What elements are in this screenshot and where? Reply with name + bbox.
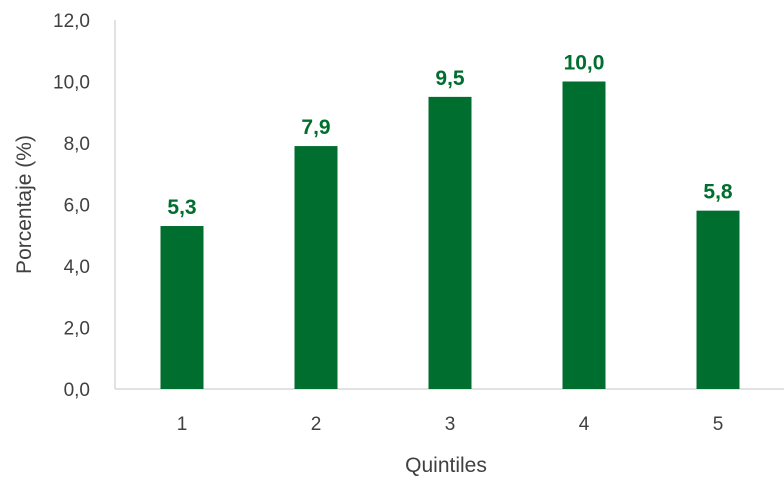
data-label: 9,5 [435, 67, 465, 90]
bar [160, 226, 204, 389]
data-label: 10,0 [564, 52, 605, 75]
x-tick-label: 1 [177, 414, 188, 435]
data-label: 7,9 [301, 116, 330, 139]
y-tick-label: 12,0 [53, 11, 90, 32]
y-tick-label: 6,0 [64, 196, 90, 217]
y-axis-title: Porcentaje (%) [13, 135, 36, 274]
data-label: 5,8 [703, 181, 733, 204]
y-tick-label: 8,0 [64, 134, 90, 155]
x-tick-label: 4 [579, 414, 590, 435]
bars: 5,3 7,9 9,5 10,0 5,8 [160, 52, 740, 389]
bar [428, 96, 472, 389]
y-tick-label: 2,0 [64, 319, 90, 340]
x-tick-label: 5 [713, 414, 724, 435]
x-axis-ticks: 1 2 3 4 5 [177, 414, 724, 435]
bar [562, 81, 606, 389]
bar [696, 210, 740, 389]
y-tick-label: 0,0 [64, 380, 90, 401]
x-tick-label: 3 [445, 414, 456, 435]
y-tick-label: 10,0 [53, 73, 90, 94]
y-axis-ticks: 0,0 2,0 4,0 6,0 8,0 10,0 12,0 [53, 11, 90, 401]
x-tick-label: 2 [311, 414, 322, 435]
data-label: 5,3 [167, 196, 196, 219]
y-tick-label: 4,0 [64, 257, 90, 278]
bar [294, 146, 338, 389]
x-axis-title: Quintiles [405, 454, 487, 477]
